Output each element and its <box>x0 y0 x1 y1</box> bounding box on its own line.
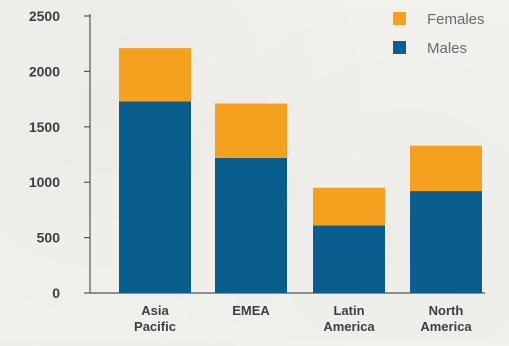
x-category-label: Latin <box>333 303 364 318</box>
bar-males-3 <box>410 191 482 293</box>
y-tick-label: 0 <box>52 285 60 301</box>
bar-females-2 <box>313 187 385 226</box>
x-category-label: America <box>323 319 375 334</box>
x-category-label: EMEA <box>232 303 270 318</box>
bar-females-3 <box>410 145 482 192</box>
legend: Females Males <box>393 11 485 57</box>
y-tick-label: 2000 <box>29 63 60 79</box>
bars <box>119 48 482 293</box>
bar-females-0 <box>119 48 191 102</box>
bar-males-1 <box>215 157 287 293</box>
legend-label-males: Males <box>427 40 467 57</box>
x-category-label: Asia <box>141 303 169 318</box>
x-category-label: America <box>420 319 472 334</box>
legend-label-females: Females <box>427 11 485 28</box>
x-category-label: North <box>429 303 464 318</box>
bar-females-1 <box>215 103 287 158</box>
y-tick-label: 1000 <box>29 174 60 190</box>
legend-swatch-females <box>393 12 406 25</box>
x-category-label: Pacific <box>134 319 176 334</box>
y-tick-label: 500 <box>37 230 61 246</box>
bar-males-0 <box>119 101 191 293</box>
y-tick-label: 1500 <box>29 119 60 135</box>
bar-males-2 <box>313 225 385 293</box>
y-tick-label: 2500 <box>29 8 60 24</box>
legend-swatch-males <box>393 41 406 54</box>
